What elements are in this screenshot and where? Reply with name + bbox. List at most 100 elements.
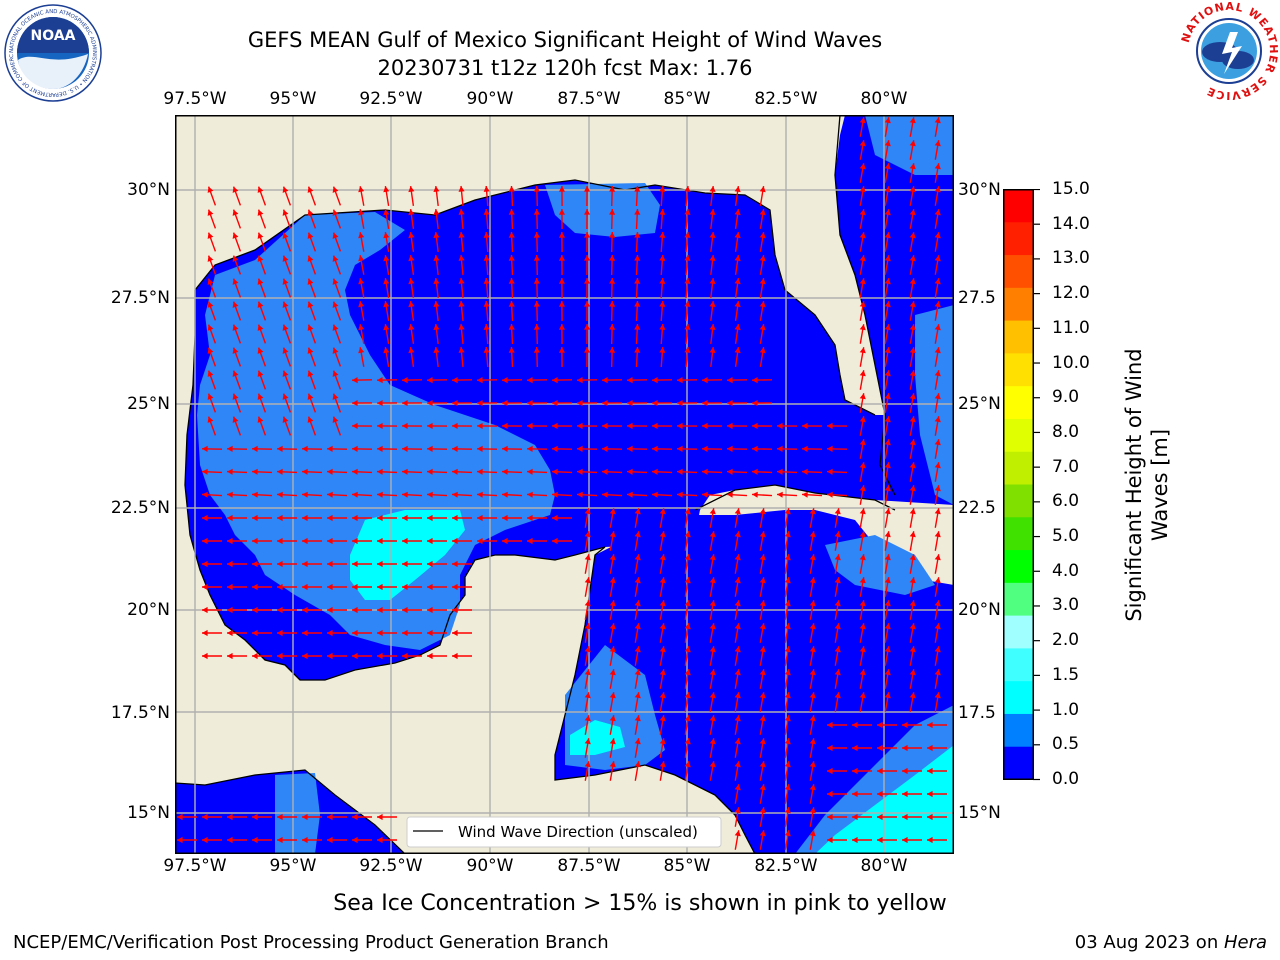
wind-arrow-head <box>452 537 458 545</box>
wind-arrow-head <box>934 301 941 308</box>
wind-arrow-head <box>177 813 183 821</box>
wind-arrow-head <box>202 583 208 591</box>
wind-arrow-head <box>884 531 891 538</box>
wind-arrow-head <box>809 669 816 676</box>
wind-arrow-head <box>577 445 583 452</box>
wind-arrow-head <box>508 301 515 307</box>
wind-arrow-head <box>677 468 683 475</box>
wind-arrow-head <box>352 583 358 591</box>
wind-arrow-head <box>634 232 641 238</box>
wind-arrow-head <box>784 807 791 814</box>
wind-arrow-head <box>427 514 433 522</box>
wind-arrow-head <box>902 813 908 821</box>
wind-arrow-head <box>452 583 458 591</box>
wind-arrow-head <box>332 186 339 193</box>
lon-label-bottom: 85°W <box>663 856 711 876</box>
wind-arrow-head <box>809 784 816 791</box>
wind-arrow-head <box>252 514 258 522</box>
wind-arrow-head <box>327 514 333 522</box>
wind-arrow-head <box>834 623 841 630</box>
wind-arrow-head <box>734 186 741 193</box>
wind-arrow-head <box>884 554 891 561</box>
wind-arrow-head <box>634 669 641 676</box>
wind-arrow-head <box>859 439 866 446</box>
wind-arrow-head <box>257 370 264 377</box>
wind-arrow-head <box>734 531 741 538</box>
lon-label-bottom: 87.5°W <box>557 856 621 876</box>
wind-arrow-head <box>558 186 565 192</box>
wind-arrow-head <box>809 715 816 722</box>
wind-arrow-head <box>609 186 616 192</box>
wind-arrow-head <box>859 301 866 308</box>
wind-arrow-head <box>934 531 941 538</box>
wind-arrow-head <box>383 209 390 216</box>
wind-arrow-head <box>277 836 283 844</box>
wind-arrow-head <box>427 629 433 637</box>
wind-arrow-head <box>383 324 390 331</box>
wind-arrow-head <box>627 377 633 384</box>
wind-arrow-head <box>884 232 891 239</box>
wind-arrow-head <box>427 468 433 475</box>
wind-arrow-head <box>252 445 258 452</box>
wind-arrow-head <box>659 738 666 745</box>
wind-arrow-head <box>609 255 616 261</box>
wind-arrow-head <box>352 468 358 475</box>
colorbar-segment <box>1003 385 1033 419</box>
wind-arrow-head <box>327 836 333 844</box>
wind-arrow-head <box>609 209 616 215</box>
colorbar-tick-label: 10.0 <box>1052 352 1090 373</box>
wind-arrow-head <box>859 186 866 193</box>
wind-arrow-head <box>277 491 283 498</box>
wind-arrow-head <box>734 278 741 285</box>
wind-arrow-head <box>452 445 458 452</box>
wind-arrow-head <box>227 468 233 475</box>
wind-arrow-head <box>684 232 691 238</box>
lon-label-top: 80°W <box>860 89 908 109</box>
wind-arrow-head <box>784 761 791 768</box>
wind-arrow-head <box>727 400 733 407</box>
wind-arrow-head <box>727 491 733 498</box>
wind-arrow-head <box>684 209 691 215</box>
wind-arrow-head <box>634 623 641 630</box>
wind-arrow-head <box>827 813 833 821</box>
wind-arrow-head <box>452 606 458 614</box>
wind-arrow-head <box>709 531 716 538</box>
lon-label-bottom: 80°W <box>860 856 908 876</box>
wind-arrow-head <box>734 623 741 630</box>
wind-arrow-head <box>277 629 283 637</box>
wind-arrow-head <box>483 347 490 353</box>
wind-arrow-head <box>477 377 483 384</box>
wind-arrow-head <box>859 209 866 216</box>
wind-arrow-head <box>934 508 941 515</box>
wind-arrow-head <box>452 629 458 637</box>
wind-arrow-head <box>402 445 408 452</box>
wind-arrow-head <box>584 209 591 215</box>
wind-arrow-head <box>934 255 941 262</box>
wind-arrow-head <box>232 393 239 400</box>
wind-arrow-head <box>502 445 508 452</box>
wind-arrow-head <box>784 669 791 676</box>
wind-arrow-head <box>759 278 766 285</box>
wind-arrow-head <box>659 255 666 261</box>
wind-arrow-head <box>352 629 358 637</box>
wind-arrow-head <box>377 583 383 591</box>
wind-arrow-head <box>408 347 415 354</box>
wind-arrow-head <box>859 623 866 630</box>
wind-arrow-head <box>232 232 239 239</box>
wind-arrow-head <box>709 692 716 699</box>
wind-arrow-head <box>809 807 816 814</box>
wind-arrow-head <box>709 209 716 215</box>
wind-arrow-head <box>477 400 483 407</box>
wind-arrow-head <box>508 324 515 330</box>
wind-arrow-head <box>227 813 233 821</box>
wind-arrow-head <box>734 646 741 653</box>
wind-arrow-head <box>332 416 339 423</box>
wind-arrow-head <box>909 232 916 239</box>
wind-arrow-head <box>909 209 916 216</box>
wind-arrow-head <box>652 422 658 429</box>
wind-arrow-head <box>527 537 533 545</box>
wind-arrow-head <box>327 468 333 475</box>
wind-arrow-head <box>702 422 708 429</box>
wind-arrow-head <box>377 813 383 821</box>
wind-arrow-head <box>859 692 866 699</box>
